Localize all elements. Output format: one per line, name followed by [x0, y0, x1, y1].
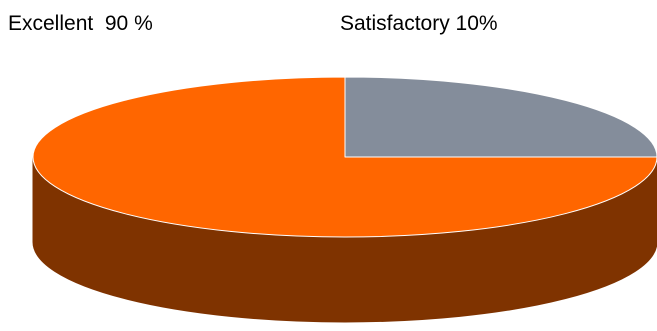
pie-slice-satisfactory — [344, 76, 657, 158]
pie-top — [32, 76, 657, 238]
label-satisfactory: Satisfactory 10% — [340, 12, 498, 35]
label-excellent: Excellent 90 % — [8, 12, 153, 35]
pie-slice-excellent — [32, 76, 657, 238]
